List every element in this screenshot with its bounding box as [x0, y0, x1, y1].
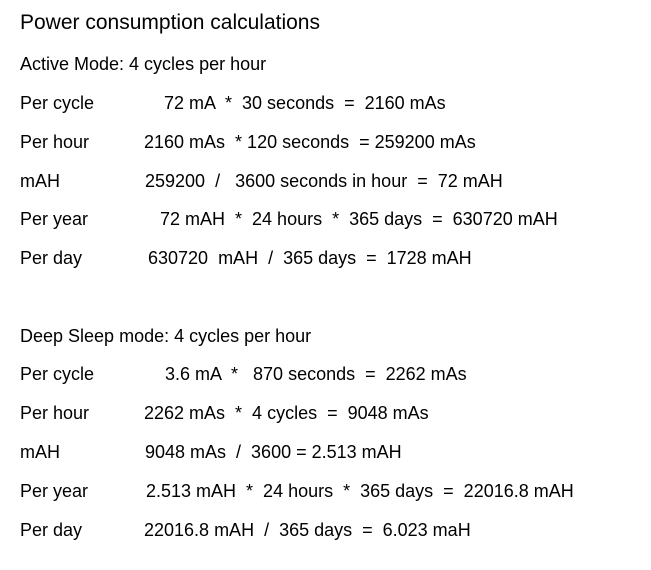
sleep-per-cycle-calc: 3.6 mA * 870 seconds = 2262 mAs	[165, 364, 467, 384]
active-per-year-label: Per year	[20, 209, 89, 229]
active-per-day-calc: 630720 mAH / 365 days = 1728 mAH	[148, 248, 472, 268]
active-per-cycle-label: Per cycle	[20, 93, 95, 113]
active-mah-calc: 259200 / 3600 seconds in hour = 72 mAH	[145, 171, 503, 191]
active-per-year-calc: 72 mAH * 24 hours * 365 days = 630720 mA…	[160, 209, 558, 229]
sleep-per-year-calc: 2.513 mAH * 24 hours * 365 days = 22016.…	[146, 481, 574, 501]
sleep-per-day-calc: 22016.8 mAH / 365 days = 6.023 maH	[144, 520, 471, 540]
active-per-hour-label: Per hour	[20, 132, 90, 152]
deep-sleep-heading: Deep Sleep mode: 4 cycles per hour	[20, 326, 312, 346]
sleep-per-cycle-label: Per cycle	[20, 364, 95, 384]
sleep-mah-label: mAH	[20, 442, 60, 462]
document-title: Power consumption calculations	[20, 11, 320, 34]
active-mode-heading: Active Mode: 4 cycles per hour	[20, 54, 267, 74]
sleep-per-hour-calc: 2262 mAs * 4 cycles = 9048 mAs	[144, 403, 429, 423]
sleep-per-day-label: Per day	[20, 520, 83, 540]
sleep-per-year-label: Per year	[20, 481, 89, 501]
active-mah-label: mAH	[20, 171, 60, 191]
active-per-hour-calc: 2160 mAs * 120 seconds = 259200 mAs	[144, 132, 476, 152]
sleep-mah-calc: 9048 mAs / 3600 = 2.513 mAH	[145, 442, 402, 462]
active-per-cycle-calc: 72 mA * 30 seconds = 2160 mAs	[164, 93, 446, 113]
sleep-per-hour-label: Per hour	[20, 403, 90, 423]
active-per-day-label: Per day	[20, 248, 83, 268]
